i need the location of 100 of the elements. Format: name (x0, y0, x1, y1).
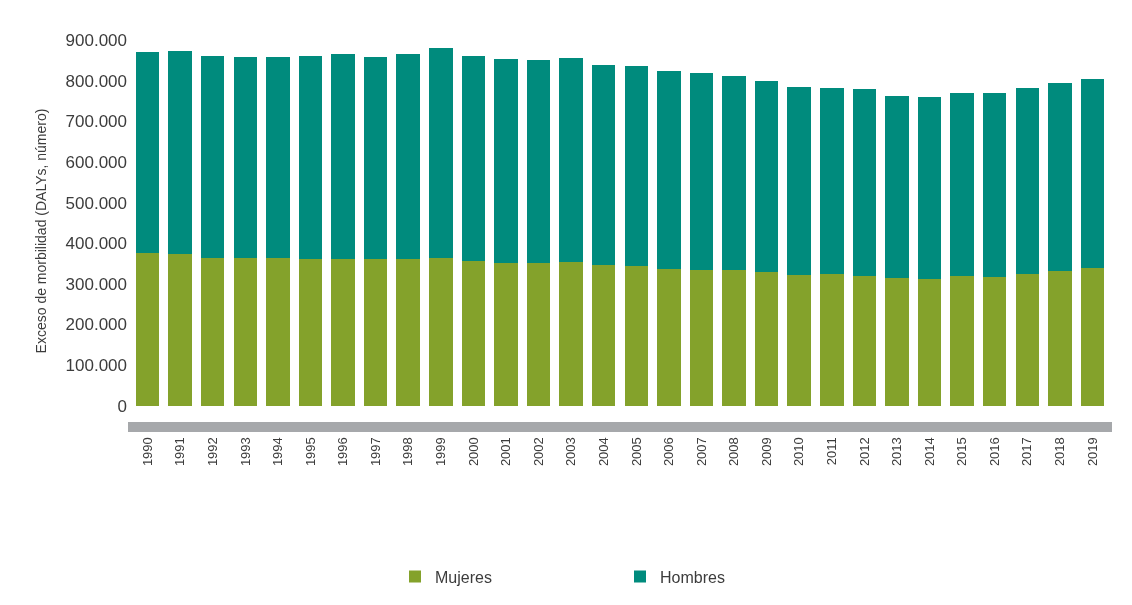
bar (852, 89, 877, 277)
y-tick-label: 200.000 (65, 315, 127, 335)
bar (982, 276, 1007, 406)
y-tick-label: 700.000 (65, 112, 127, 132)
x-tick-label: 2017 (1019, 437, 1035, 467)
x-tick-label: 1998 (400, 437, 416, 467)
x-tick-label: 2005 (628, 437, 644, 467)
x-tick-label: 2002 (530, 437, 546, 467)
bar (754, 272, 779, 406)
x-tick-label: 2015 (954, 437, 970, 467)
bar (1080, 267, 1105, 406)
bar (200, 55, 225, 258)
bar (396, 259, 420, 406)
bar (787, 86, 811, 276)
legend-label: Mujeres (435, 568, 492, 586)
bar (689, 269, 714, 406)
x-tick-label: 2001 (498, 437, 514, 467)
y-tick-label: 900.000 (65, 30, 127, 50)
bar (1048, 270, 1072, 406)
bar (429, 48, 453, 258)
bar (526, 59, 551, 264)
bar (363, 57, 388, 260)
x-tick-label: 2004 (595, 437, 611, 467)
bar (722, 75, 746, 270)
x-tick-label: 2013 (889, 437, 905, 467)
bar (135, 253, 160, 406)
bar (526, 263, 551, 406)
bar (917, 278, 942, 406)
bar (624, 65, 649, 267)
bar (917, 97, 942, 279)
x-tick-label: 2007 (693, 437, 709, 467)
bar (461, 55, 486, 262)
x-tick-label: 1997 (367, 437, 383, 467)
bar (689, 72, 714, 270)
bar (1048, 83, 1072, 271)
bar (982, 92, 1007, 277)
x-tick-label: 1995 (302, 437, 318, 467)
bar (820, 87, 844, 275)
x-tick-label: 2014 (921, 437, 937, 467)
x-tick-label: 1994 (270, 437, 286, 467)
bar (168, 254, 192, 406)
x-tick-label: 1996 (335, 437, 351, 467)
bar (233, 57, 258, 258)
bar (722, 269, 746, 406)
x-tick-label: 2009 (758, 437, 774, 467)
bar (657, 71, 681, 269)
y-tick-label: 100.000 (65, 356, 127, 376)
x-tick-label: 2006 (661, 437, 677, 467)
bar (298, 55, 323, 260)
bar (754, 81, 779, 273)
bar (657, 268, 681, 406)
bar (461, 261, 486, 406)
bar (559, 58, 583, 263)
bar (559, 262, 583, 406)
bar (200, 257, 225, 406)
y-tick-label: 300.000 (65, 274, 127, 294)
bar (591, 64, 616, 266)
x-tick-label: 2008 (726, 437, 742, 467)
bar (135, 52, 160, 254)
bar (591, 265, 616, 406)
x-tick-label: 2010 (791, 437, 807, 467)
bar (1015, 87, 1040, 275)
x-tick-label: 2011 (824, 437, 840, 466)
bar (494, 59, 518, 264)
bar (950, 276, 974, 406)
x-tick-label: 2019 (1084, 437, 1100, 467)
y-tick-label: 800.000 (65, 71, 127, 91)
y-tick-label: 500.000 (65, 193, 127, 213)
bar (1080, 79, 1105, 268)
bar (852, 276, 877, 406)
bar (233, 257, 258, 406)
bar (885, 278, 909, 406)
x-tick-label: 1993 (237, 437, 253, 467)
x-tick-label: 2003 (563, 437, 579, 467)
y-axis-title: Exceso de morbilidad (DALYs, número) (33, 108, 50, 354)
x-tick-label: 1991 (172, 437, 188, 467)
bar (820, 274, 844, 406)
x-tick-label: 2012 (856, 437, 872, 467)
y-tick-label: 0 (117, 396, 127, 416)
bar (298, 259, 323, 406)
bar (494, 263, 518, 406)
bar (624, 266, 649, 406)
x-tick-label: 2018 (1052, 437, 1068, 467)
bar (363, 259, 388, 406)
bar (266, 57, 290, 258)
bar (429, 257, 453, 406)
y-tick-label: 600.000 (65, 152, 127, 172)
x-tick-label: 2000 (465, 437, 481, 467)
bar (885, 95, 909, 279)
bar (1015, 274, 1040, 406)
bar (787, 275, 811, 406)
bar (266, 257, 290, 406)
y-tick-label: 400.000 (65, 234, 127, 254)
x-tick-label: 1990 (139, 437, 155, 467)
bar (331, 53, 355, 260)
bar (950, 92, 974, 277)
bar (331, 259, 355, 406)
bar (396, 53, 420, 260)
x-tick-label: 1992 (204, 437, 220, 467)
legend-label: Hombres (660, 568, 725, 586)
